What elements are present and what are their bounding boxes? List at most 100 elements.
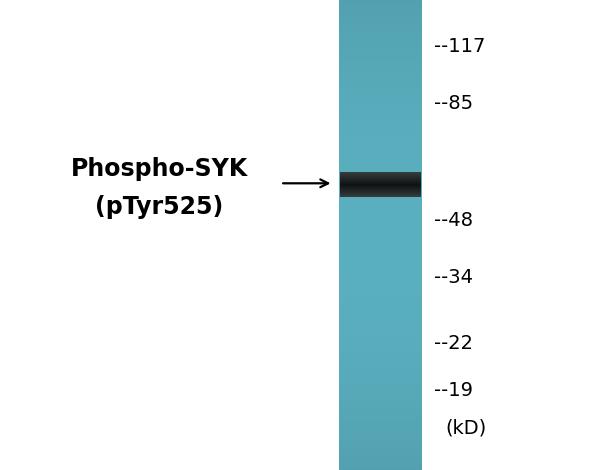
Bar <box>339 229 422 230</box>
Bar <box>339 451 422 453</box>
Bar <box>339 147 422 149</box>
Bar <box>339 298 422 299</box>
Bar <box>339 400 422 401</box>
Bar <box>339 146 422 147</box>
Bar <box>339 149 422 150</box>
Bar <box>339 424 422 426</box>
Bar <box>339 428 422 429</box>
Bar <box>339 99 422 100</box>
Bar <box>339 100 422 102</box>
Bar <box>339 74 422 75</box>
Bar <box>339 423 422 424</box>
Bar <box>339 360 422 362</box>
Bar <box>339 274 422 276</box>
Bar <box>339 266 422 268</box>
Bar <box>339 309 422 310</box>
Bar <box>339 398 422 400</box>
Bar <box>339 27 422 28</box>
Bar <box>339 16 422 17</box>
Text: --85: --85 <box>434 94 473 113</box>
Bar <box>339 124 422 125</box>
Bar <box>339 191 422 193</box>
Bar <box>339 440 422 442</box>
Bar <box>339 329 422 330</box>
Bar <box>339 304 422 306</box>
Bar <box>339 58 422 60</box>
Bar <box>339 234 422 235</box>
Bar <box>339 351 422 352</box>
Bar <box>339 243 422 244</box>
Bar <box>339 446 422 448</box>
Bar <box>339 140 422 141</box>
Bar <box>339 161 422 163</box>
Bar <box>339 56 422 58</box>
Bar <box>339 132 422 133</box>
Bar <box>339 464 422 465</box>
Bar <box>339 296 422 298</box>
Bar <box>339 381 422 382</box>
Bar <box>339 285 422 287</box>
Bar <box>339 246 422 248</box>
Bar <box>339 409 422 410</box>
Bar <box>339 128 422 130</box>
Bar <box>339 417 422 418</box>
Bar <box>339 122 422 124</box>
Bar <box>339 70 422 72</box>
Bar <box>339 81 422 83</box>
Bar <box>339 335 422 337</box>
Bar <box>339 103 422 105</box>
Bar <box>339 127 422 128</box>
Bar <box>339 263 422 265</box>
Bar <box>339 436 422 437</box>
Bar <box>339 172 422 174</box>
Bar <box>339 313 422 315</box>
Bar <box>339 19 422 20</box>
Bar <box>339 196 422 197</box>
Bar <box>339 72 422 74</box>
Bar <box>339 67 422 69</box>
Bar <box>339 175 422 177</box>
Bar <box>339 312 422 313</box>
Bar <box>339 199 422 201</box>
Bar <box>339 244 422 246</box>
Bar <box>339 107 422 108</box>
Text: --48: --48 <box>434 212 473 230</box>
Bar <box>339 215 422 216</box>
Bar <box>339 230 422 232</box>
Bar <box>339 389 422 390</box>
Bar <box>339 111 422 113</box>
Bar <box>339 46 422 47</box>
Bar <box>339 412 422 414</box>
Bar <box>339 467 422 469</box>
Bar <box>339 20 422 22</box>
Bar <box>339 306 422 307</box>
Bar <box>339 24 422 25</box>
Bar <box>339 469 422 470</box>
Bar <box>339 78 422 80</box>
Bar <box>339 77 422 78</box>
Bar <box>339 283 422 285</box>
Bar <box>339 310 422 312</box>
Bar <box>339 307 422 309</box>
Bar <box>339 241 422 243</box>
Bar <box>339 48 422 50</box>
Bar <box>339 429 422 431</box>
Bar <box>339 60 422 61</box>
Bar <box>339 232 422 234</box>
Bar <box>339 368 422 370</box>
Bar <box>339 293 422 295</box>
Bar <box>339 456 422 457</box>
Bar <box>339 113 422 114</box>
Bar <box>339 373 422 375</box>
Bar <box>339 414 422 415</box>
Bar <box>339 337 422 338</box>
Bar <box>339 94 422 95</box>
Bar <box>339 125 422 127</box>
Bar <box>339 86 422 88</box>
Bar <box>339 454 422 456</box>
Bar <box>339 95 422 97</box>
Bar <box>339 385 422 387</box>
Bar <box>339 269 422 271</box>
Bar <box>339 432 422 434</box>
Bar <box>339 271 422 273</box>
